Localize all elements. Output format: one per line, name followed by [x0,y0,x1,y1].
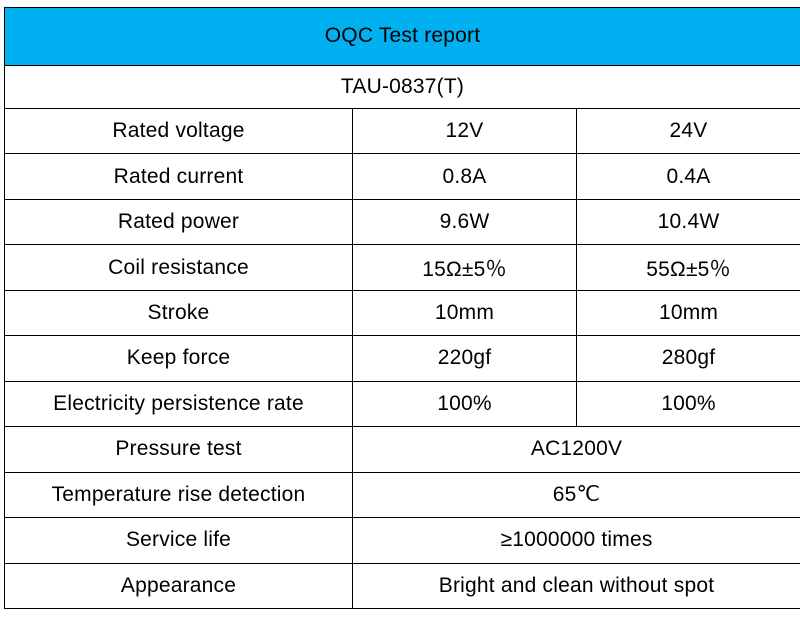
table-row: Pressure test AC1200V [4,426,800,473]
table-row: Electricity persistence rate 100% 100% [4,380,800,428]
row-value-1: 220gf [352,335,577,382]
row-label: Keep force [4,335,353,382]
row-value-2: 10mm [575,289,800,337]
row-label: Electricity persistence rate [4,380,353,428]
row-span-value: 65℃ [351,471,800,519]
table-row: Keep force 220gf 280gf [4,335,800,382]
row-span-value: AC1200V [351,426,800,473]
table-row: Coil resistance 15Ω±5％ 55Ω±5％ [4,244,800,291]
row-label: Coil resistance [4,244,353,291]
row-label: Service life [4,517,353,564]
row-span-value: ≥1000000 times [351,517,800,564]
table-row: Rated voltage 12V 24V [4,107,800,155]
table-row: Rated power 9.6W 10.4W [4,198,800,246]
table-row: Temperature rise detection 65℃ [4,471,800,519]
row-value-2: 55Ω±5％ [575,244,800,291]
model-number: TAU-0837(T) [3,64,800,109]
table-row: Appearance Bright and clean without spot [4,562,800,610]
row-value-1: 15Ω±5％ [352,244,577,291]
row-span-value: Bright and clean without spot [351,562,800,610]
row-value-2: 100% [575,380,800,428]
report-title: OQC Test report [3,7,800,66]
row-label: Appearance [4,562,353,610]
report-header-row: OQC Test report [3,7,800,66]
table-row: Service life ≥1000000 times [4,517,800,564]
row-value-2: 10.4W [575,198,800,246]
row-value-1: 10mm [352,289,577,337]
row-value-1: 100% [352,380,577,428]
model-row: TAU-0837(T) [3,64,800,109]
row-value-2: 280gf [575,335,800,382]
row-label: Stroke [4,289,353,337]
row-label: Rated power [4,198,353,246]
row-value-2: 0.4A [575,153,800,200]
row-label: Rated current [4,153,353,200]
row-value-1: 0.8A [352,153,577,200]
table-row: Stroke 10mm 10mm [4,289,800,337]
row-value-1: 9.6W [352,198,577,246]
table-row: Rated current 0.8A 0.4A [4,153,800,200]
row-label: Temperature rise detection [4,471,353,519]
row-label: Pressure test [4,426,353,473]
row-value-2: 24V [575,107,800,155]
row-label: Rated voltage [4,107,353,155]
oqc-test-report-table: OQC Test report TAU-0837(T) Rated voltag… [3,7,800,610]
row-value-1: 12V [352,107,577,155]
